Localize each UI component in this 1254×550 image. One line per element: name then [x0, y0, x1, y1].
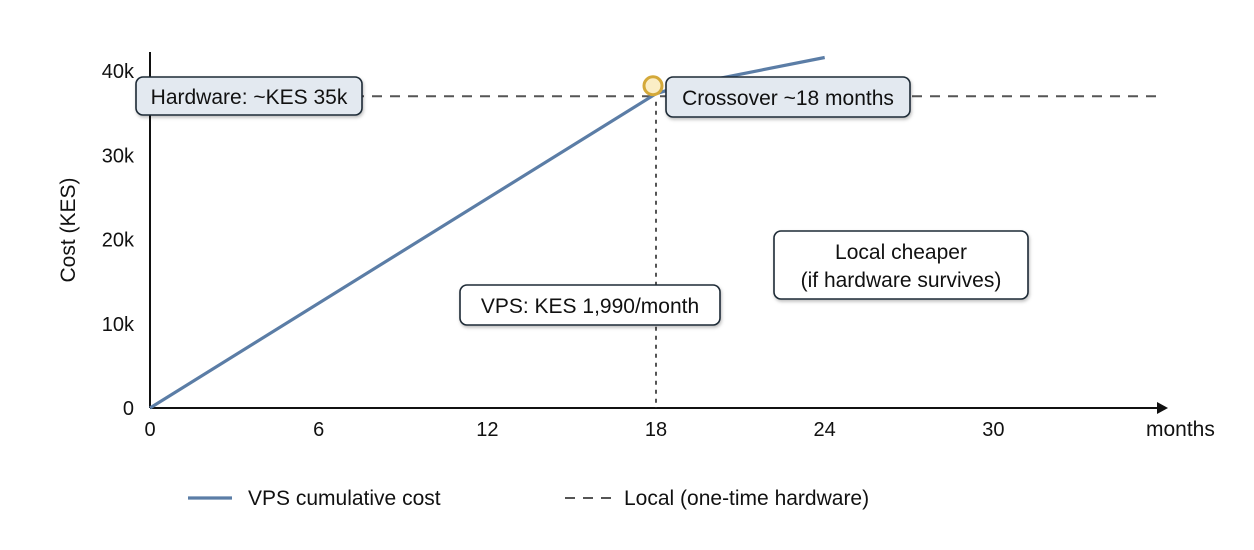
y-tick-label: 30k — [102, 145, 135, 167]
callout-hardware-text: Hardware: ~KES 35k — [151, 86, 348, 109]
callout-local-cheaper — [773, 230, 1029, 300]
callout-crossover-text: Crossover ~18 months — [682, 87, 894, 110]
callout-crossover — [665, 76, 911, 118]
x-tick-label: 24 — [814, 419, 836, 441]
x-tick-label: 12 — [476, 419, 498, 441]
y-tick-label: 0 — [123, 398, 134, 420]
callout-vps-rate-text: VPS: KES 1,990/month — [481, 295, 699, 318]
y-axis-title: Cost (KES) — [57, 177, 80, 282]
x-tick-label: 18 — [645, 419, 667, 441]
callout-hardware — [135, 76, 363, 116]
crossover-marker — [642, 75, 664, 97]
callout-local-cheaper-line1: Local cheaper — [835, 241, 967, 264]
x-axis-arrow-icon — [1157, 402, 1168, 414]
x-tick-labels: 0 6 12 18 24 30 — [144, 419, 1004, 441]
legend-vps-label: VPS cumulative cost — [248, 487, 441, 510]
x-tick-label: 0 — [144, 419, 155, 441]
legend-local-label: Local (one-time hardware) — [624, 487, 869, 510]
y-tick-label: 20k — [102, 230, 135, 252]
callout-local-cheaper-line2: (if hardware survives) — [801, 269, 1002, 292]
legend: VPS cumulative cost Local (one-time hard… — [188, 487, 869, 510]
y-tick-label: 10k — [102, 314, 135, 336]
y-tick-label: 40k — [102, 61, 135, 83]
y-tick-labels: 0 10k 20k 30k 40k — [102, 61, 135, 420]
x-tick-label: 30 — [982, 419, 1004, 441]
x-tick-label: 6 — [313, 419, 324, 441]
callout-vps-rate — [459, 284, 721, 326]
x-axis-title: months — [1146, 418, 1215, 441]
